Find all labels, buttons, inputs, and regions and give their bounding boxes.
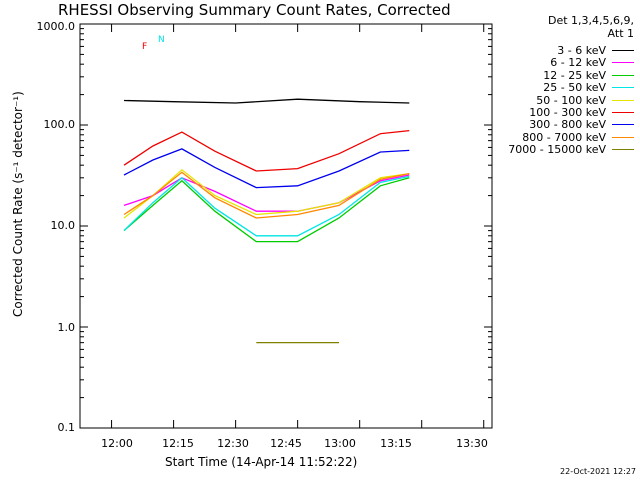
x-tick-label: 12:30 <box>217 437 249 450</box>
legend-header-line: Att 1 <box>607 27 634 40</box>
legend-entry: 12 - 25 keV <box>543 69 634 82</box>
x-tick-label: 13:30 <box>456 437 488 450</box>
legend-entry: 7000 - 15000 keV <box>508 143 634 156</box>
x-tick-label: 13:15 <box>380 437 412 450</box>
legend-label: 50 - 100 keV <box>536 93 606 107</box>
timestamp: 22-Oct-2021 12:27 <box>560 467 636 476</box>
legend-swatch <box>612 74 634 76</box>
legend-swatch <box>612 99 634 101</box>
chart-title: RHESSI Observing Summary Count Rates, Co… <box>58 1 451 19</box>
legend-label: 7000 - 15000 keV <box>508 143 606 157</box>
series-line <box>123 98 410 104</box>
legend-swatch <box>612 124 634 126</box>
legend-header: Det 1,3,4,5,6,9, Att 1 <box>548 14 634 40</box>
legend-entry: 25 - 50 keV <box>543 81 634 94</box>
legend-swatch <box>612 149 634 151</box>
x-tick-label: 13:00 <box>324 437 356 450</box>
x-tick-label: 12:00 <box>101 437 133 450</box>
y-axis-label: Corrected Count Rate (s⁻¹ detector⁻¹) <box>11 91 25 317</box>
legend-label: 3 - 6 keV <box>557 44 606 57</box>
legend-label: 100 - 300 keV <box>529 106 606 119</box>
y-tick-label: 1000.0 <box>36 20 76 33</box>
legend-swatch <box>612 112 634 113</box>
y-tick-label: 100.0 <box>43 118 76 131</box>
x-tick-label: 12:15 <box>162 437 194 450</box>
series-line <box>123 175 410 237</box>
legend-label: 300 - 800 keV <box>529 118 606 132</box>
series-line <box>123 129 410 172</box>
legend-entry: 6 - 12 keV <box>550 56 634 69</box>
x-tick-label: 12:45 <box>270 437 302 450</box>
legend-header-line: Det 1,3,4,5,6,9, <box>547 14 634 27</box>
flag-label: F <box>142 42 148 52</box>
legend-entry: 800 - 7000 keV <box>522 131 634 144</box>
legend-entry: 100 - 300 keV <box>529 106 634 119</box>
legend-entry: 3 - 6 keV <box>557 44 634 57</box>
legend-swatch <box>612 50 634 51</box>
legend-swatch <box>612 62 634 64</box>
legend-label: 6 - 12 keV <box>550 56 606 70</box>
plot-frame <box>79 23 493 429</box>
legend-swatch <box>612 136 634 138</box>
series-line <box>123 148 410 189</box>
series-line <box>123 171 410 219</box>
legend-entry: 300 - 800 keV <box>529 118 634 131</box>
legend-label: 12 - 25 keV <box>543 68 606 82</box>
legend-swatch <box>612 87 634 89</box>
legend-label: 800 - 7000 keV <box>522 130 606 144</box>
x-axis-label: Start Time (14-Apr-14 11:52:22) <box>165 455 358 469</box>
series-line <box>123 177 410 243</box>
y-tick-label: 1.0 <box>57 321 76 334</box>
legend-label: 25 - 50 keV <box>543 81 606 95</box>
legend-entry: 50 - 100 keV <box>536 94 634 107</box>
flag-label: N <box>158 35 165 45</box>
y-tick-label: 10.0 <box>50 219 76 232</box>
y-tick-label: 0.1 <box>57 421 76 434</box>
